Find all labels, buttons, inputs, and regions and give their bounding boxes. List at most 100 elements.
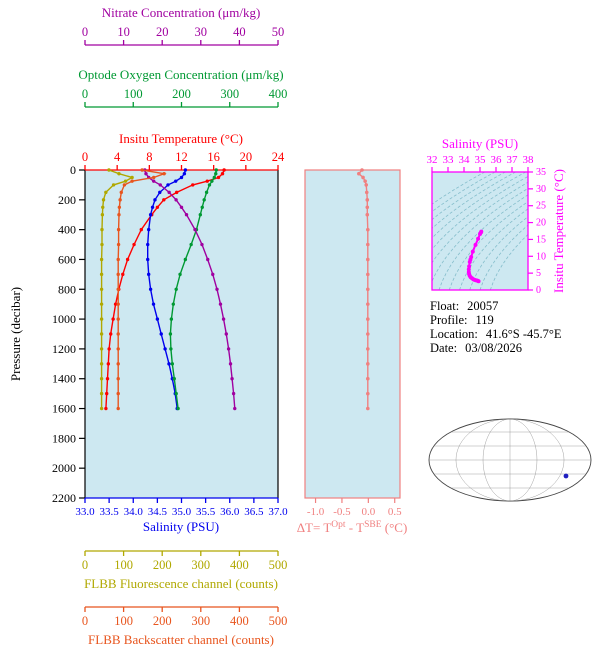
tick-label: 35 bbox=[536, 167, 546, 178]
data-point bbox=[99, 302, 104, 306]
data-point bbox=[467, 260, 472, 265]
tick-label: 0 bbox=[82, 558, 88, 572]
data-point bbox=[174, 391, 178, 396]
tick-label: 600 bbox=[58, 252, 76, 266]
float-info-line: Profile: 119 bbox=[430, 313, 494, 327]
data-point bbox=[116, 347, 120, 351]
data-point bbox=[178, 272, 182, 277]
data-point bbox=[366, 287, 370, 292]
data-point bbox=[361, 175, 365, 180]
data-point bbox=[153, 198, 157, 202]
data-point bbox=[99, 317, 104, 321]
data-point bbox=[148, 287, 153, 291]
data-point bbox=[116, 317, 120, 321]
data-point bbox=[121, 272, 125, 277]
data-point bbox=[150, 205, 155, 209]
label-superscript: SBE bbox=[364, 520, 382, 530]
isopycnal-line bbox=[489, 233, 528, 290]
data-point bbox=[214, 172, 218, 176]
data-point bbox=[228, 362, 233, 366]
tick-label: -0.5 bbox=[333, 506, 351, 518]
data-point bbox=[146, 257, 150, 262]
data-point bbox=[113, 302, 118, 306]
data-point bbox=[116, 242, 121, 247]
data-point bbox=[179, 205, 184, 209]
data-point bbox=[100, 213, 105, 217]
data-point bbox=[99, 362, 104, 366]
tick-label: 35 bbox=[475, 154, 487, 166]
tick-label: 0.0 bbox=[361, 506, 375, 518]
data-point bbox=[101, 198, 106, 202]
data-point bbox=[366, 376, 370, 381]
data-point bbox=[470, 249, 475, 254]
data-point bbox=[467, 264, 472, 269]
data-point bbox=[116, 272, 120, 277]
tick-label: 8 bbox=[146, 150, 152, 164]
tick-label: 300 bbox=[220, 87, 239, 101]
data-point bbox=[360, 168, 364, 172]
info-value: 41.6°S -45.7°E bbox=[486, 327, 562, 341]
tick-label: 33 bbox=[443, 154, 455, 166]
data-point bbox=[184, 213, 189, 217]
data-point bbox=[366, 332, 370, 336]
data-point bbox=[170, 362, 175, 366]
info-label: Location: bbox=[430, 327, 478, 341]
tick-label: 35.5 bbox=[196, 506, 216, 518]
isopycnal-line bbox=[469, 216, 528, 290]
data-point bbox=[366, 257, 370, 262]
data-point bbox=[366, 272, 370, 277]
tick-label: 36.0 bbox=[220, 506, 240, 518]
data-point bbox=[200, 205, 204, 209]
info-value: 20057 bbox=[467, 299, 498, 313]
oxygen-axis-title: Optode Oxygen Concentration (μm/kg) bbox=[78, 67, 283, 82]
fluorescence-axis: 0 100 200 300 400 500 bbox=[82, 550, 287, 572]
data-point bbox=[357, 171, 361, 176]
data-point bbox=[99, 391, 104, 396]
data-point bbox=[231, 391, 236, 396]
tick-label: 36.5 bbox=[244, 506, 264, 518]
data-point bbox=[212, 175, 217, 180]
data-point bbox=[144, 172, 148, 176]
tick-label: 100 bbox=[124, 87, 143, 101]
isopycnal-line bbox=[479, 224, 528, 290]
data-point bbox=[99, 287, 104, 291]
tick-label: 5 bbox=[536, 268, 541, 279]
data-point bbox=[166, 183, 170, 187]
series-backscatter bbox=[116, 168, 167, 411]
tick-label: 24 bbox=[272, 150, 285, 164]
data-point bbox=[106, 362, 111, 366]
data-point bbox=[366, 347, 370, 351]
series-line bbox=[357, 169, 369, 409]
plot-background bbox=[85, 170, 278, 498]
data-point bbox=[140, 168, 144, 172]
data-point bbox=[365, 205, 370, 210]
data-point bbox=[158, 183, 162, 187]
info-value: 03/08/2026 bbox=[465, 341, 522, 355]
data-point bbox=[146, 242, 150, 247]
data-point bbox=[191, 183, 195, 187]
data-point bbox=[99, 332, 104, 336]
label-part: ΔT= T bbox=[297, 520, 332, 535]
tick-label: 32 bbox=[427, 154, 438, 166]
data-point bbox=[366, 317, 370, 321]
info-label: Date: bbox=[430, 341, 457, 355]
tick-label: 37.0 bbox=[268, 506, 288, 518]
data-point bbox=[205, 179, 209, 183]
series-line bbox=[105, 169, 225, 409]
data-point bbox=[365, 198, 370, 202]
tick-label: 0 bbox=[82, 25, 88, 39]
tick-label: 25 bbox=[536, 201, 546, 212]
data-point bbox=[146, 227, 151, 232]
data-point bbox=[473, 242, 478, 247]
data-point bbox=[478, 232, 482, 237]
float-location-marker bbox=[563, 473, 569, 479]
data-point bbox=[226, 347, 231, 351]
isopycnal-line bbox=[432, 187, 528, 283]
data-point bbox=[366, 302, 370, 306]
nitrate-axis: 0 10 20 30 40 50 bbox=[82, 25, 284, 46]
series-oxygen bbox=[168, 168, 218, 411]
data-point bbox=[366, 406, 370, 411]
ts-temperature-axis-title: Insitu Temperature (°C) bbox=[551, 169, 566, 293]
delta-t-panel: -1.0 -0.5 0.0 0.5 bbox=[304, 168, 402, 518]
tick-label: 0 bbox=[82, 614, 88, 628]
